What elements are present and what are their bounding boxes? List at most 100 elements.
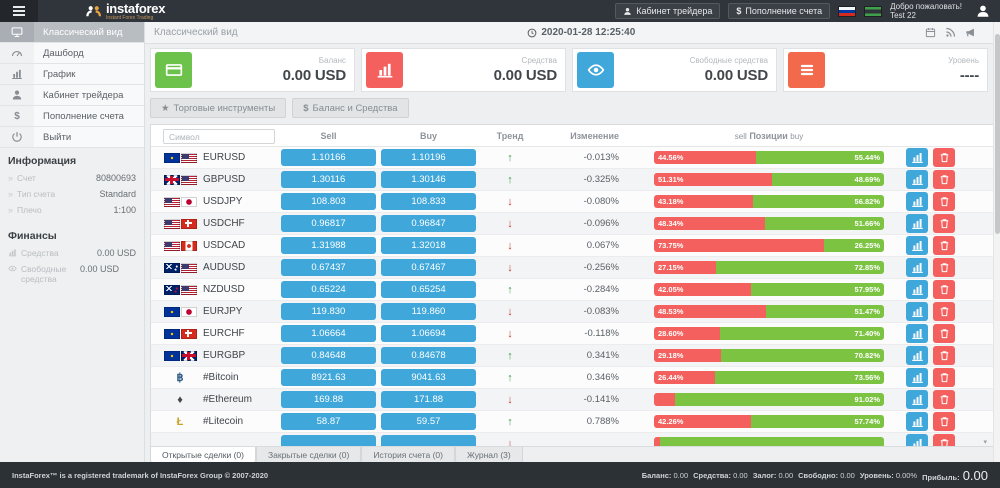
buy-price-button[interactable]: 59.57 — [381, 413, 476, 430]
positions-column-header: sell Позиции buy — [734, 130, 804, 141]
remove-symbol-button[interactable] — [933, 236, 955, 255]
trend-up-icon: ↑ — [507, 371, 513, 384]
buy-price-button[interactable]: 119.860 — [381, 303, 476, 320]
change-percent: -0.118% — [584, 328, 619, 339]
tab-journal[interactable]: Журнал (3) — [454, 447, 523, 462]
sidebar-item-dashboard[interactable]: Дашборд — [0, 43, 144, 64]
trend-up-icon: ↑ — [507, 173, 513, 186]
remove-symbol-button[interactable] — [933, 258, 955, 277]
buy-price-button[interactable]: 0.84678 — [381, 347, 476, 364]
change-column-header: Изменение — [570, 130, 619, 141]
buy-price-button[interactable]: 0.67467 — [381, 259, 476, 276]
language-flag-ru-icon[interactable] — [838, 5, 857, 17]
funds-label: Средства — [21, 248, 59, 258]
remove-symbol-button[interactable] — [933, 214, 955, 233]
open-chart-button[interactable] — [906, 302, 928, 321]
balance-funds-button[interactable]: $ Баланс и Средства — [292, 98, 409, 118]
sidebar-item-logout[interactable]: Выйти — [0, 127, 144, 148]
trading-instruments-button[interactable]: ★ Торговые инструменты — [150, 98, 287, 118]
tab-open-trades[interactable]: Открытые сделки (0) — [150, 447, 256, 462]
buy-price-button[interactable]: 1.30146 — [381, 171, 476, 188]
sell-price-button[interactable]: 0.96817 — [281, 215, 376, 232]
remove-symbol-button[interactable] — [933, 170, 955, 189]
sell-price-button[interactable]: 0.65224 — [281, 281, 376, 298]
sell-price-button[interactable]: 1.30116 — [281, 171, 376, 188]
remove-symbol-button[interactable] — [933, 148, 955, 167]
buy-price-button[interactable]: 9041.63 — [381, 369, 476, 386]
sell-price-button[interactable]: 58.87 — [281, 413, 376, 430]
tab-closed-trades[interactable]: Закрытые сделки (0) — [255, 447, 362, 462]
trend-up-icon: ↑ — [507, 349, 513, 362]
buy-price-button[interactable]: 1.10196 — [381, 149, 476, 166]
open-chart-button[interactable] — [906, 324, 928, 343]
brand-logo[interactable]: instaforex Instant Forex Trading — [86, 2, 165, 21]
sidebar-item-trader-cabinet[interactable]: Кабинет трейдера — [0, 85, 144, 106]
menu-toggle-button[interactable] — [0, 0, 38, 22]
sell-price-button[interactable]: 0.67437 — [281, 259, 376, 276]
sell-price-button[interactable]: 108.803 — [281, 193, 376, 210]
eye-icon — [577, 52, 614, 88]
sell-price-button[interactable]: 8921.63 — [281, 369, 376, 386]
user-avatar-icon[interactable] — [976, 4, 990, 18]
open-chart-button[interactable] — [906, 236, 928, 255]
symbol-search-input[interactable] — [163, 129, 275, 144]
open-chart-button[interactable] — [906, 434, 928, 446]
scrollbar-thumb[interactable] — [995, 34, 1000, 234]
open-chart-button[interactable] — [906, 258, 928, 277]
quote-row: AUDUSD 0.67437 0.67467 ↓ -0.256% 27.15% 72.85% — [151, 257, 994, 279]
vertical-scrollbar[interactable] — [993, 22, 1000, 462]
open-chart-button[interactable] — [906, 280, 928, 299]
open-chart-button[interactable] — [906, 412, 928, 431]
remove-symbol-button[interactable] — [933, 368, 955, 387]
open-chart-button[interactable] — [906, 148, 928, 167]
remove-symbol-button[interactable] — [933, 434, 955, 446]
tab-account-history[interactable]: История счета (0) — [361, 447, 455, 462]
buy-price-button[interactable]: 1.06694 — [381, 325, 476, 342]
sell-price-button[interactable]: 119.830 — [281, 303, 376, 320]
trend-down-icon: ↓ — [507, 239, 513, 252]
remove-symbol-button[interactable] — [933, 192, 955, 211]
user-icon — [0, 85, 34, 105]
free-funds-value: 0.00 USD — [704, 67, 769, 84]
remove-symbol-button[interactable] — [933, 280, 955, 299]
open-chart-button[interactable] — [906, 346, 928, 365]
open-chart-button[interactable] — [906, 170, 928, 189]
buy-price-button[interactable] — [381, 435, 476, 446]
buy-price-button[interactable]: 0.96847 — [381, 215, 476, 232]
open-chart-button[interactable] — [906, 368, 928, 387]
calendar-icon[interactable] — [925, 27, 936, 38]
remove-symbol-button[interactable] — [933, 302, 955, 321]
sell-price-button[interactable]: 1.31988 — [281, 237, 376, 254]
buy-price-button[interactable]: 0.65254 — [381, 281, 476, 298]
rss-icon[interactable] — [945, 27, 956, 38]
remove-symbol-button[interactable] — [933, 346, 955, 365]
remove-symbol-button[interactable] — [933, 390, 955, 409]
sell-price-button[interactable]: 1.06664 — [281, 325, 376, 342]
top-header: instaforex Instant Forex Trading Кабинет… — [0, 0, 1000, 22]
open-chart-button[interactable] — [906, 214, 928, 233]
symbol-cell: AUDUSD — [163, 262, 281, 273]
sidebar-item-chart[interactable]: График — [0, 64, 144, 85]
remove-symbol-button[interactable] — [933, 412, 955, 431]
sidebar-finance-section: Финансы Средства 0.00 USD Свободные сред… — [0, 223, 144, 292]
buy-column-header: Buy — [419, 130, 437, 141]
deposit-button[interactable]: $ Пополнение счета — [728, 3, 831, 19]
footer-stats: Баланс: 0.00 Средства: 0.00 Залог: 0.00 … — [641, 467, 988, 483]
language-flag-secondary-icon[interactable] — [864, 5, 883, 17]
sidebar-item-deposit[interactable]: $ Пополнение счета — [0, 106, 144, 127]
sell-price-button[interactable]: 0.84648 — [281, 347, 376, 364]
buy-price-button[interactable]: 108.833 — [381, 193, 476, 210]
positions-bar: 28.60% 71.40% — [654, 327, 884, 340]
open-chart-button[interactable] — [906, 390, 928, 409]
sidebar-item-classic-view[interactable]: Классический вид — [0, 22, 144, 43]
sell-price-button[interactable] — [281, 435, 376, 446]
sell-price-button[interactable]: 1.10166 — [281, 149, 376, 166]
buy-price-button[interactable]: 1.32018 — [381, 237, 476, 254]
trader-cabinet-button[interactable]: Кабинет трейдера — [615, 3, 721, 19]
open-chart-button[interactable] — [906, 192, 928, 211]
sell-price-button[interactable]: 169.88 — [281, 391, 376, 408]
megaphone-icon[interactable] — [965, 27, 976, 38]
buy-price-button[interactable]: 171.88 — [381, 391, 476, 408]
remove-symbol-button[interactable] — [933, 324, 955, 343]
